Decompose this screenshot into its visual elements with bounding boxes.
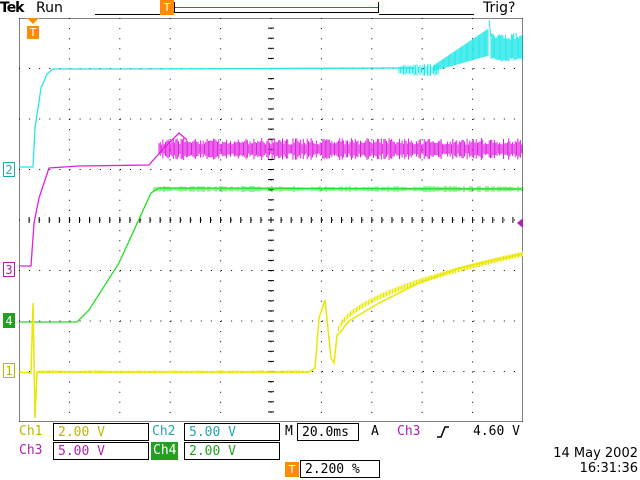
- time-label: 16:31:36: [520, 461, 638, 476]
- timebase-value[interactable]: 20.0ms: [297, 423, 359, 441]
- ch4-waveform: [19, 188, 523, 322]
- ch2-label[interactable]: Ch2: [152, 424, 175, 439]
- trigger-position-readout[interactable]: 2.200 %: [300, 460, 380, 478]
- ch4-scale[interactable]: 2.00 V: [184, 442, 280, 460]
- date-label: 14 May 2002: [520, 446, 638, 461]
- ch4-label[interactable]: Ch4: [151, 442, 178, 460]
- waveform-display[interactable]: [19, 18, 523, 422]
- ch2-ground-marker[interactable]: 2: [3, 162, 15, 177]
- ch3-noise: [159, 138, 522, 160]
- ch2-scale[interactable]: 5.00 V: [184, 423, 280, 441]
- ch3-ground-marker[interactable]: 3: [3, 262, 15, 277]
- ch1-label[interactable]: Ch1: [19, 424, 42, 439]
- trigger-position-readout-icon: T: [285, 462, 299, 477]
- record-bar-right: [379, 14, 474, 15]
- record-bar-left: [95, 14, 161, 15]
- trigger-point-marker[interactable]: T: [26, 18, 40, 40]
- record-window: [174, 2, 379, 13]
- trigger-source[interactable]: Ch3: [397, 424, 420, 439]
- trigger-level[interactable]: 4.60 V: [473, 424, 520, 439]
- timebase-prefix: M: [285, 424, 293, 439]
- ch4-ground-marker[interactable]: 4: [3, 313, 15, 328]
- graticule: [19, 18, 523, 422]
- ch1-waveform: [19, 254, 523, 418]
- ch2-noise: [399, 20, 522, 76]
- acquisition-status: Run: [36, 0, 63, 16]
- rising-edge-icon: [436, 425, 450, 439]
- ch1-noise: [37, 252, 523, 374]
- trigger-level-icon: [517, 218, 523, 228]
- trigger-point-label: T: [26, 26, 40, 39]
- trigger-mode: A: [371, 424, 379, 439]
- trigger-position-icon[interactable]: T: [160, 0, 174, 15]
- ch1-ground-marker[interactable]: 1: [3, 363, 15, 378]
- trigger-status: Trig?: [483, 0, 515, 16]
- brand-logo: Tek: [0, 0, 24, 16]
- ch1-scale[interactable]: 2.00 V: [53, 423, 149, 441]
- ch3-scale[interactable]: 5.00 V: [53, 442, 149, 460]
- ch3-label[interactable]: Ch3: [19, 443, 42, 458]
